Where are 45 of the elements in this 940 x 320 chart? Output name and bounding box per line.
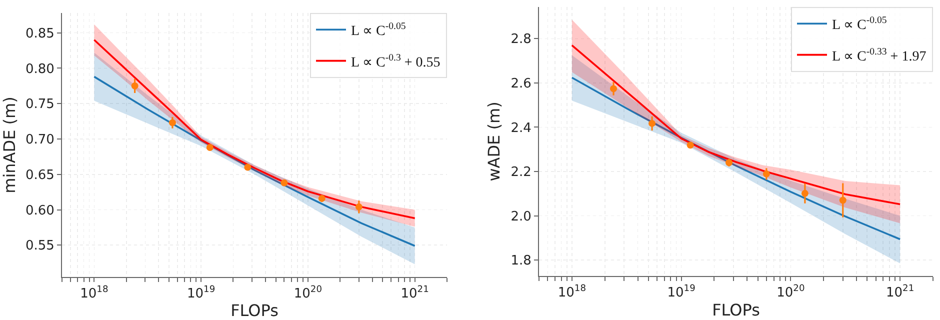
point	[762, 170, 770, 178]
x-tick-label: 10$^{18}$	[80, 285, 108, 302]
point	[131, 82, 138, 90]
point	[206, 144, 214, 151]
y-tick-label: 2.0	[510, 209, 532, 224]
point	[648, 120, 656, 127]
x-tick-label: 10$^{21}$	[886, 284, 914, 301]
legend-label: L ∝ C$^{-0.33}$ + 1.97	[832, 46, 926, 64]
line-series	[93, 76, 416, 247]
point	[686, 142, 694, 149]
point	[610, 85, 618, 92]
y-axis-title: wADE (m)	[484, 102, 504, 182]
point	[801, 190, 808, 197]
x-axis-title: FLOPs	[230, 301, 278, 320]
y-tick-label: 0.55	[25, 238, 54, 254]
y-tick-label: 1.8	[510, 254, 532, 269]
point	[726, 159, 733, 166]
x-tick-label: 10$^{20}$	[294, 285, 322, 302]
point	[355, 203, 362, 210]
x-tick-label: 10$^{18}$	[558, 284, 586, 301]
point	[168, 119, 176, 126]
legend-label: L ∝ C$^{-0.05}$	[832, 15, 887, 34]
y-tick-label: 2.4	[510, 120, 532, 136]
legend-label: L ∝ C$^{-0.05}$	[351, 21, 406, 40]
point	[318, 194, 326, 202]
y-tick-label: 0.65	[25, 168, 54, 183]
x-axis-title: FLOPs	[712, 300, 760, 320]
y-tick-label: 0.60	[25, 203, 54, 218]
x-tick-label: 10$^{20}$	[776, 284, 805, 301]
y-tick-label: 2.8	[510, 32, 532, 48]
y-tick-label: 0.70	[25, 132, 54, 148]
legend-label: L ∝ C$^{-0.3}$ + 0.55	[351, 52, 440, 70]
y-tick-label: 2.6	[510, 76, 532, 92]
y-tick-label: 0.75	[25, 97, 54, 112]
y-axis-title: minADE (m)	[0, 96, 19, 194]
point	[244, 164, 252, 171]
point	[839, 196, 846, 204]
x-tick-label: 10$^{19}$	[667, 284, 696, 301]
y-tick-label: 0.80	[25, 62, 54, 77]
x-tick-label: 10$^{21}$	[400, 285, 429, 302]
x-tick-label: 10$^{19}$	[186, 285, 216, 302]
y-tick-label: 0.85	[25, 26, 54, 42]
line-series	[571, 76, 901, 240]
y-tick-label: 2.2	[510, 165, 532, 180]
point	[280, 179, 288, 186]
